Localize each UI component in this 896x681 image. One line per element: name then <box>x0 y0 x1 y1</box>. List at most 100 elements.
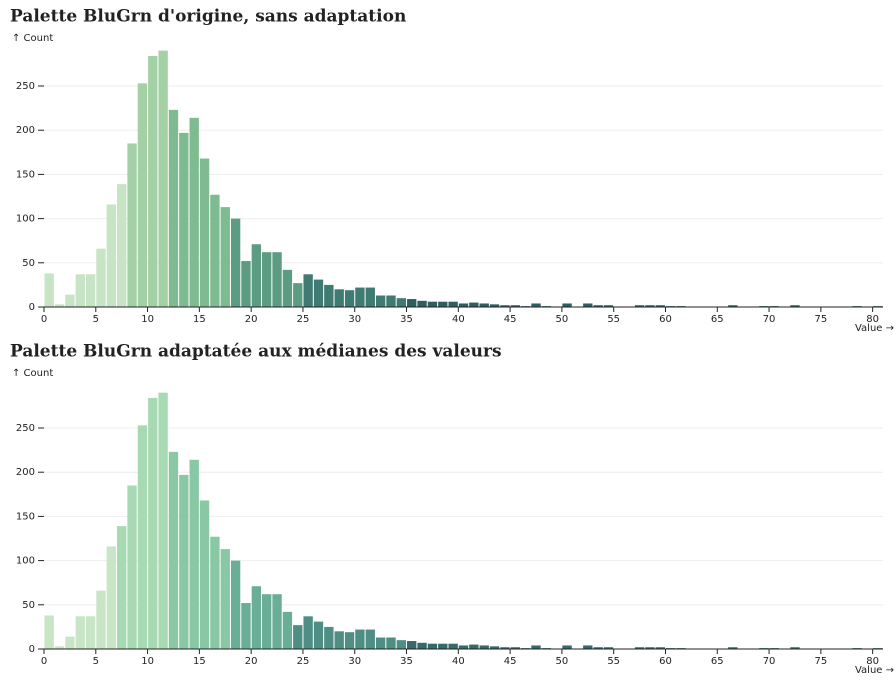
x-axis-label: Value → <box>855 665 894 676</box>
bar <box>303 274 313 307</box>
bar <box>117 184 127 307</box>
x-tick-label: 35 <box>400 656 413 667</box>
bar <box>365 287 375 307</box>
bar <box>65 294 75 307</box>
bar <box>303 616 313 649</box>
x-tick-label: 45 <box>504 314 517 325</box>
bar <box>148 397 158 649</box>
bar <box>562 645 572 649</box>
bar <box>531 303 541 307</box>
bar <box>375 637 386 649</box>
y-axis-label: ↑ Count <box>12 368 53 379</box>
bar <box>137 425 148 649</box>
bar <box>583 645 593 649</box>
x-tick-label: 10 <box>141 314 154 325</box>
bar <box>189 117 199 307</box>
x-tick-label: 70 <box>763 656 776 667</box>
x-tick-label: 45 <box>504 656 517 667</box>
bar <box>334 631 344 649</box>
bar <box>386 637 396 649</box>
bar <box>728 647 738 649</box>
bar <box>75 274 85 307</box>
x-tick-label: 50 <box>556 656 569 667</box>
bar <box>282 269 293 307</box>
bar <box>489 646 500 649</box>
bar <box>54 646 65 649</box>
bar <box>44 615 54 649</box>
y-tick-label: 0 <box>29 302 35 313</box>
bar <box>282 611 293 649</box>
bar <box>603 647 614 649</box>
bar <box>313 279 324 307</box>
x-axis-label: Value → <box>855 323 894 334</box>
bar <box>396 640 407 649</box>
x-tick-label: 30 <box>348 314 361 325</box>
bar <box>179 474 189 649</box>
bar <box>293 625 303 649</box>
x-tick-label: 20 <box>245 314 258 325</box>
bar <box>593 647 603 649</box>
bar <box>65 636 75 649</box>
bar <box>479 303 489 307</box>
bar <box>645 305 655 307</box>
bar <box>262 252 272 307</box>
bar <box>127 485 137 649</box>
bar <box>510 647 520 649</box>
bar <box>458 645 469 649</box>
x-tick-label: 25 <box>297 656 310 667</box>
x-tick-label: 80 <box>866 314 879 325</box>
y-tick-label: 0 <box>29 644 35 655</box>
y-tick-label: 100 <box>16 556 35 567</box>
bar <box>272 594 282 649</box>
bar <box>251 244 262 307</box>
bar <box>158 50 168 307</box>
y-tick-label: 150 <box>16 169 35 180</box>
bar <box>106 546 117 649</box>
y-tick-label: 200 <box>16 467 35 478</box>
x-tick-label: 65 <box>711 656 724 667</box>
bar <box>790 305 800 307</box>
bar <box>85 274 96 307</box>
y-tick-label: 100 <box>16 214 35 225</box>
x-tick-label: 20 <box>245 656 258 667</box>
bar <box>168 109 179 307</box>
y-axis-label: ↑ Count <box>12 33 53 44</box>
bar <box>148 55 158 307</box>
x-tick-label: 35 <box>400 314 413 325</box>
bar <box>220 549 230 649</box>
chart-title: Palette BluGrn d'origine, sans adaptatio… <box>10 7 406 27</box>
y-tick-label: 250 <box>16 81 35 92</box>
x-tick-label: 80 <box>866 656 879 667</box>
bar <box>531 645 541 649</box>
bar <box>75 616 85 649</box>
x-tick-label: 15 <box>193 314 206 325</box>
bar <box>96 590 106 649</box>
bar <box>427 301 438 307</box>
bar <box>241 603 251 649</box>
bar <box>313 621 324 649</box>
bar <box>199 158 210 307</box>
bar <box>85 616 96 649</box>
bar <box>510 305 520 307</box>
bar <box>334 289 344 307</box>
bar <box>438 301 448 307</box>
bar <box>448 643 458 649</box>
bar <box>96 248 106 307</box>
bar <box>448 301 458 307</box>
x-tick-label: 40 <box>452 314 465 325</box>
x-tick-label: 40 <box>452 656 465 667</box>
bar <box>386 295 396 307</box>
bar <box>645 647 655 649</box>
bar <box>790 647 800 649</box>
bar <box>344 290 355 307</box>
y-tick-label: 50 <box>22 600 35 611</box>
bar <box>375 295 386 307</box>
bar <box>199 500 210 649</box>
bar <box>106 204 117 307</box>
bar <box>230 560 241 649</box>
bar <box>293 283 303 307</box>
bar <box>634 647 645 649</box>
y-tick-label: 50 <box>22 258 35 269</box>
bar <box>262 594 272 649</box>
bar <box>458 303 469 307</box>
